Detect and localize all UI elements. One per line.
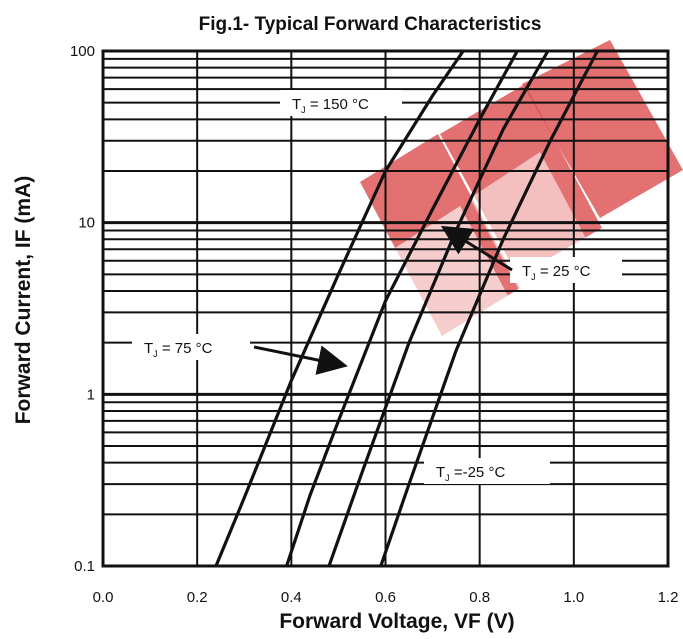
x-tick-label: 0.6 — [375, 589, 396, 606]
series-line-3 — [379, 50, 599, 567]
x-tick-label: 1.0 — [563, 589, 584, 606]
x-tick-label: 0.2 — [187, 589, 208, 606]
y-axis-title-unit: (mA) — [12, 176, 35, 230]
x-tick-label: 0.8 — [469, 589, 490, 606]
chart-title: Fig.1- Typical Forward Characteristics — [199, 14, 542, 35]
annotation-sub: J — [301, 105, 306, 115]
annotation-arrow — [440, 225, 513, 272]
annotation-box — [132, 334, 250, 360]
x-axis-title: Forward Voltage, VF (V) — [279, 610, 514, 633]
annotation-suffix: = 25 °C — [536, 263, 591, 280]
annotation-suffix: = 150 °C — [306, 96, 369, 113]
annotation-box — [280, 90, 402, 116]
annotation-box — [510, 257, 622, 283]
watermark-band — [522, 40, 683, 218]
y-tick-label: 1 — [87, 386, 95, 403]
y-axis-title-main: Forward Current, I — [12, 242, 35, 424]
x-tick-label: 1.2 — [658, 589, 679, 606]
series-layer — [214, 50, 599, 567]
y-tick-label: 100 — [70, 43, 95, 60]
series-line-1 — [285, 50, 519, 567]
x-tick-label: 0.0 — [93, 589, 114, 606]
annotation-box — [424, 458, 550, 484]
annotation-label: TJ = 25 °C — [522, 263, 591, 282]
annotation-sub: J — [153, 349, 158, 359]
y-axis-title-sub: F — [12, 229, 35, 242]
annotation-prefix: T — [522, 263, 531, 280]
annotation-suffix: =-25 °C — [450, 464, 506, 481]
grid — [101, 49, 670, 568]
x-axis-title-main: Forward Voltage, V — [279, 610, 468, 633]
annotation-prefix: T — [144, 340, 153, 357]
annotation-prefix: T — [436, 464, 445, 481]
plot-frame — [101, 49, 670, 568]
annotation-sub: J — [531, 272, 536, 282]
series-line-2 — [327, 50, 550, 567]
annotation-suffix: = 75 °C — [158, 340, 213, 357]
tick-layer: 0.0 0.2 0.4 0.6 0.8 1.0 1.2 0.1 1 10 100 — [70, 43, 678, 606]
watermark-logo — [360, 40, 683, 340]
annotation-prefix: T — [292, 96, 301, 113]
x-axis-title-unit: (V) — [481, 610, 515, 633]
annotation-label: TJ = 75 °C — [144, 340, 213, 359]
series-line-0 — [214, 50, 465, 567]
annotation-sub: J — [445, 473, 450, 483]
annotation-layer: TJ = 150 °CTJ = 75 °CTJ = 25 °CTJ =-25 °… — [132, 90, 622, 484]
x-tick-label: 0.4 — [281, 589, 302, 606]
y-axis-title: Forward Current, IF (mA) — [12, 176, 35, 425]
annotation-label: TJ = 150 °C — [292, 96, 369, 115]
x-axis-title-sub: F — [468, 610, 481, 633]
annotation-label: TJ =-25 °C — [436, 464, 505, 483]
annotation-arrow — [253, 345, 348, 375]
y-tick-label: 10 — [78, 215, 95, 232]
y-tick-label: 0.1 — [74, 558, 95, 575]
